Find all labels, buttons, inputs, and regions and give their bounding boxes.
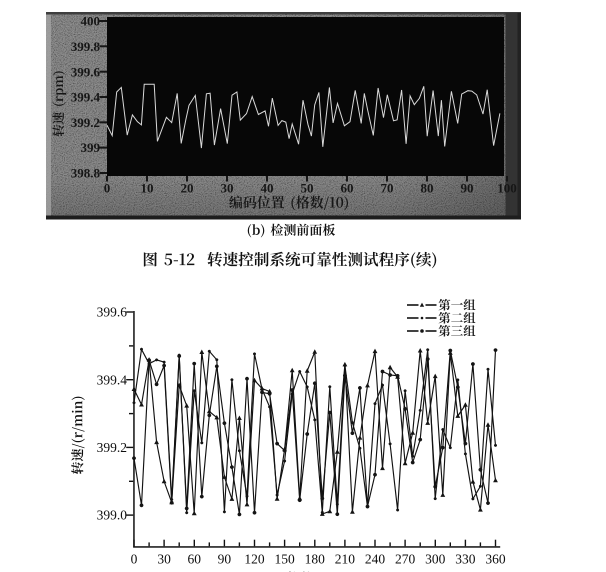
svg-text:0: 0 [131,552,138,567]
svg-text:360: 360 [485,552,506,567]
svg-text:50: 50 [301,181,314,196]
svg-text:399.6: 399.6 [71,64,101,79]
svg-text:10: 10 [141,181,154,196]
svg-text:330: 330 [455,552,476,567]
svg-text:70: 70 [381,181,394,196]
svg-text:240: 240 [365,552,386,567]
svg-text:399.4: 399.4 [71,90,101,105]
svg-text:210: 210 [335,552,356,567]
svg-text:399.8: 399.8 [71,39,101,54]
svg-text:20: 20 [181,181,194,196]
svg-text:100: 100 [497,181,517,196]
svg-text:150: 150 [274,552,295,567]
svg-text:80: 80 [421,181,434,196]
svg-text:400: 400 [81,14,101,29]
svg-text:300: 300 [425,552,446,567]
svg-text:399.4: 399.4 [97,372,128,387]
svg-text:90: 90 [218,552,232,567]
svg-text:399.6: 399.6 [97,305,128,320]
svg-text:399.2: 399.2 [71,115,100,130]
svg-text:30: 30 [221,181,234,196]
svg-text:399: 399 [81,140,101,155]
svg-text:40: 40 [261,181,274,196]
svg-text:60: 60 [341,181,354,196]
svg-text:270: 270 [395,552,416,567]
svg-text:120: 120 [244,552,265,567]
svg-text:180: 180 [305,552,326,567]
svg-text:90: 90 [461,181,474,196]
svg-text:399.2: 399.2 [97,440,127,455]
svg-text:60: 60 [187,552,201,567]
svg-text:399.0: 399.0 [97,508,128,523]
svg-text:398.8: 398.8 [71,166,101,181]
svg-text:0: 0 [104,181,111,196]
svg-text:30: 30 [157,552,171,567]
